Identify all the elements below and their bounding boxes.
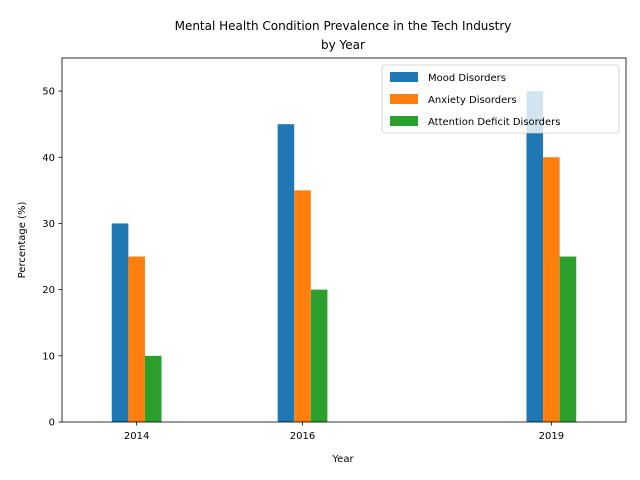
bar-attention-deficit-disorders-2014: [144, 355, 162, 422]
bar-anxiety-disorders-2016: [294, 190, 311, 422]
bar-mood-disorders-2016: [277, 124, 295, 422]
bar-anxiety-disorders-2014: [128, 256, 145, 422]
plot-frame: [61, 57, 627, 423]
x-tick-label: 2014: [124, 431, 149, 442]
bar-attention-deficit-disorders-2019: [559, 256, 577, 422]
y-tick-label: 0: [49, 418, 55, 429]
legend-label: Anxiety Disorders: [428, 95, 517, 106]
legend-swatch: [390, 72, 418, 82]
plot-area: 0 10 20 30 40 50 2014 2016 2019: [42, 57, 627, 442]
legend-frame: [381, 64, 620, 134]
y-tick-label: 40: [42, 153, 55, 164]
chart-title-line-1: Mental Health Condition Prevalence in th…: [175, 19, 512, 33]
legend: Mood Disorders Anxiety Disorders Attention…: [381, 64, 620, 134]
x-tick-label: 2016: [290, 431, 315, 442]
legend-swatch: [390, 94, 418, 104]
chart-title-line-2: by Year: [321, 38, 365, 52]
bar-mood-disorders-2014: [111, 223, 129, 422]
bar-anxiety-disorders-2019: [543, 157, 560, 423]
bar-attention-deficit-disorders-2016: [310, 289, 328, 422]
bar-mood-disorders-2019: [526, 91, 544, 422]
legend-label: Attention Deficit Disorders: [428, 117, 560, 128]
x-tick-label: 2019: [539, 431, 564, 442]
y-tick-label: 30: [42, 219, 55, 230]
x-axis-label: Year: [331, 454, 354, 465]
legend-label: Mood Disorders: [428, 73, 506, 84]
y-tick-label: 20: [42, 285, 55, 296]
y-tick-label: 50: [42, 87, 55, 98]
legend-swatch: [390, 116, 418, 126]
y-axis-label: Percentage (%): [17, 202, 28, 279]
y-tick-label: 10: [42, 351, 55, 362]
